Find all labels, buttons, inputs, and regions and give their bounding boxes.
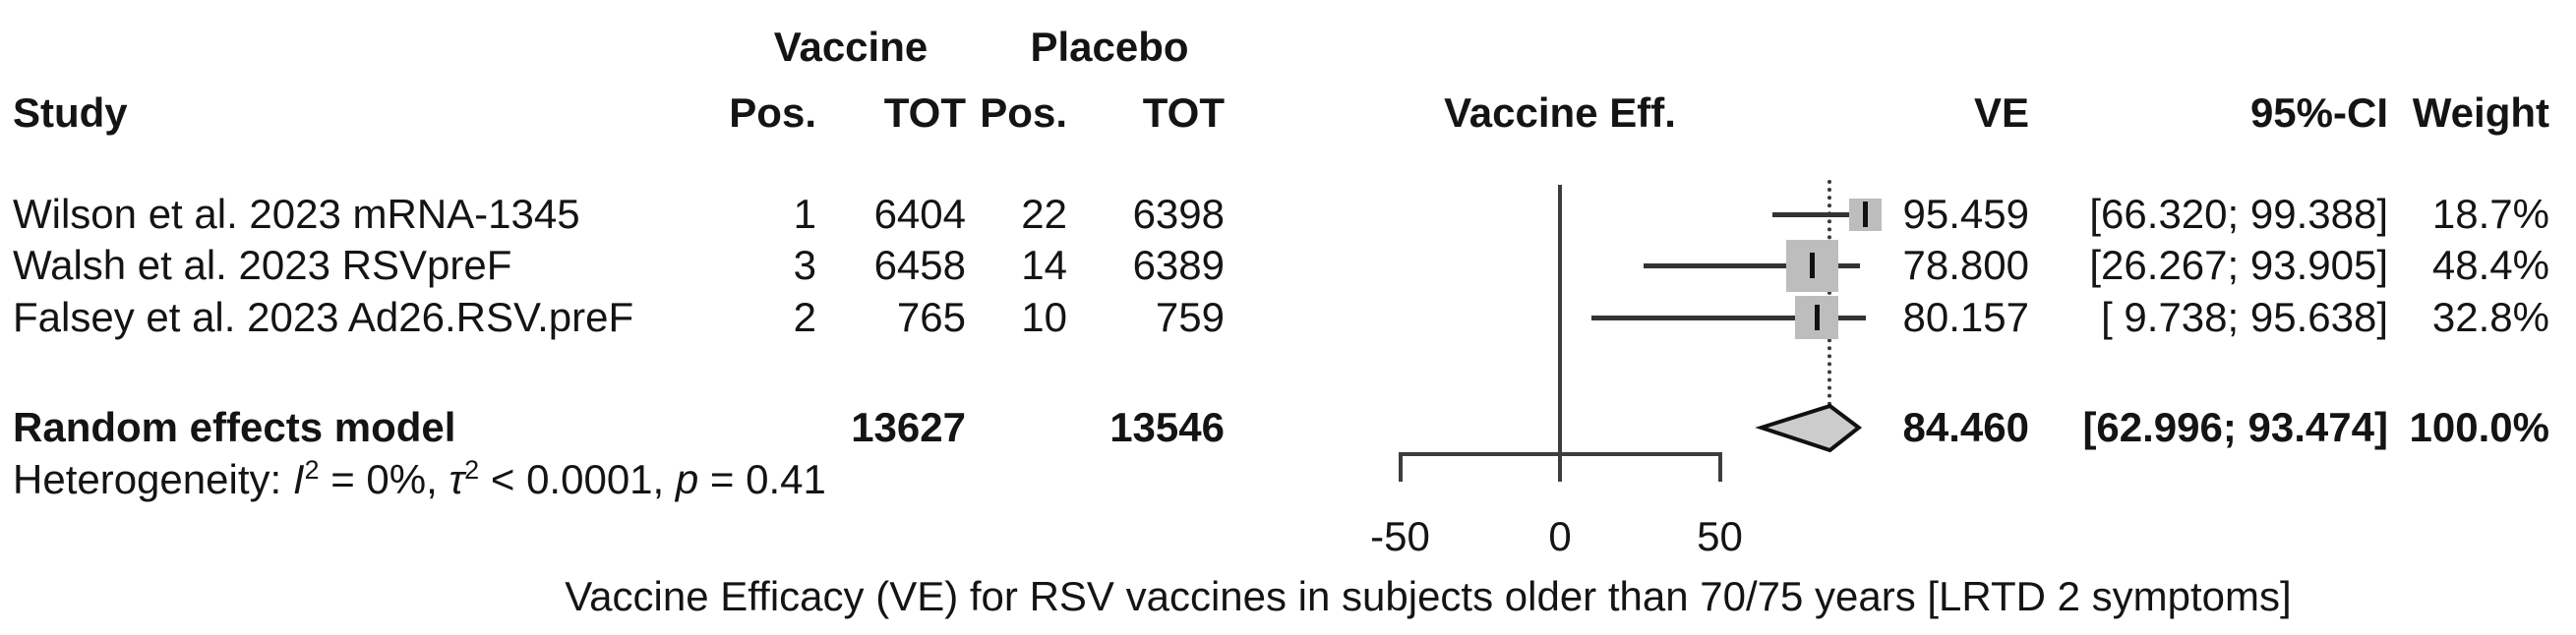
placebo-tot: 759 — [1155, 294, 1225, 340]
vaccine-pos: 3 — [793, 242, 816, 288]
summary-placebo-tot: 13546 — [1109, 404, 1225, 450]
summary-vaccine-tot: 13627 — [851, 404, 966, 450]
axis-tick-mark — [1558, 452, 1562, 482]
point-estimate-tick — [1810, 253, 1816, 278]
het-tau-symbol: τ — [449, 456, 465, 502]
placebo-pos: 10 — [1021, 294, 1067, 340]
het-p-symbol: p — [675, 456, 699, 502]
zero-reference-line — [1558, 185, 1562, 482]
heterogeneity-note: Heterogeneity: I2 = 0%, τ2 < 0.0001, p =… — [13, 453, 826, 506]
vaccine-tot: 6458 — [873, 242, 966, 288]
placebo-tot: 6389 — [1132, 242, 1225, 288]
axis-tick-mark — [1717, 452, 1722, 482]
col-header-ci: 95%-CI — [2249, 89, 2388, 136]
het-seg2: < 0.0001, — [479, 456, 676, 502]
placebo-tot: 6398 — [1132, 191, 1225, 237]
study-label: Walsh et al. 2023 RSVpreF — [13, 242, 512, 288]
placebo-pos: 22 — [1021, 191, 1067, 237]
weight-value: 18.7% — [2431, 191, 2549, 237]
het-seg1: = 0%, — [319, 456, 449, 502]
col-header-ve: VE — [1973, 89, 2029, 136]
placebo-group-header: Placebo — [1030, 24, 1189, 70]
ve-value: 78.800 — [1902, 242, 2029, 288]
het-prefix: Heterogeneity: — [13, 456, 293, 502]
col-header-placebo-tot: TOT — [1142, 89, 1225, 136]
vaccine-tot: 765 — [896, 294, 966, 340]
summary-ve: 84.460 — [1902, 404, 2029, 450]
pooled-estimate-dotted-line — [1827, 180, 1832, 406]
figure-caption: Vaccine Efficacy (VE) for RSV vaccines i… — [565, 573, 2292, 619]
ci-whisker — [1644, 263, 1861, 268]
placebo-pos: 14 — [1021, 242, 1067, 288]
col-header-weight: Weight — [2412, 89, 2549, 136]
ci-whisker — [1590, 316, 1866, 320]
het-i-symbol: I — [292, 456, 305, 502]
vaccine-group-header: Vaccine — [773, 24, 929, 70]
vaccine-pos: 2 — [793, 294, 816, 340]
axis-tick-label: 50 — [1697, 513, 1743, 559]
summary-weight: 100.0% — [2409, 404, 2549, 450]
summary-label: Random effects model — [13, 404, 456, 450]
het-i-exponent: 2 — [304, 455, 320, 485]
point-estimate-tick — [1814, 305, 1820, 330]
het-seg3: = 0.41 — [698, 456, 826, 502]
summary-ci: [62.996; 93.474] — [2082, 404, 2388, 450]
ci-value: [26.267; 93.905] — [2089, 242, 2388, 288]
axis-tick-label: 0 — [1548, 513, 1572, 559]
axis-tick-label: -50 — [1370, 513, 1430, 559]
col-header-placebo-pos: Pos. — [980, 89, 1067, 136]
vaccine-tot: 6404 — [873, 191, 966, 237]
het-tau-exponent: 2 — [464, 455, 480, 485]
ci-value: [66.320; 99.388] — [2089, 191, 2388, 237]
study-label: Wilson et al. 2023 mRNA-1345 — [13, 191, 580, 237]
ci-value: [ 9.738; 95.638] — [2101, 294, 2388, 340]
weight-value: 48.4% — [2431, 242, 2549, 288]
col-header-study: Study — [13, 89, 128, 136]
weight-value: 32.8% — [2431, 294, 2549, 340]
col-header-vaccine-tot: TOT — [883, 89, 966, 136]
ci-whisker — [1771, 212, 1878, 217]
ve-value: 80.157 — [1902, 294, 2029, 340]
ve-value: 95.459 — [1902, 191, 2029, 237]
vaccine-pos: 1 — [793, 191, 816, 237]
col-header-vaccine-pos: Pos. — [729, 89, 816, 136]
study-label: Falsey et al. 2023 Ad26.RSV.preF — [13, 294, 634, 340]
col-header-effect-plot: Vaccine Eff. — [1444, 89, 1676, 136]
point-estimate-tick — [1863, 202, 1869, 227]
axis-tick-mark — [1398, 452, 1403, 482]
